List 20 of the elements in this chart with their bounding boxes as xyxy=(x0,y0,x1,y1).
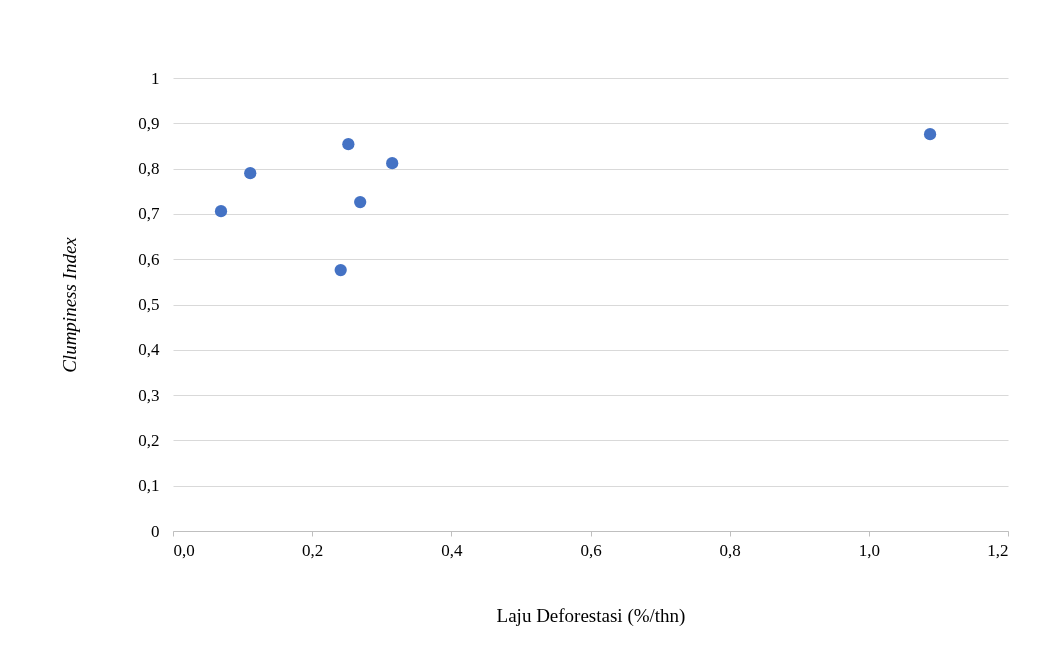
y-tick-label: 0,5 xyxy=(138,295,160,314)
x-tick-label: 0,2 xyxy=(302,540,324,560)
y-tick-label: 0,2 xyxy=(138,430,160,450)
y-tick-label: 0,4 xyxy=(138,340,160,360)
x-tick-label: 1,2 xyxy=(987,540,1009,560)
y-tick-label: 0,7 xyxy=(138,204,160,224)
x-tick-label: 0,6 xyxy=(580,540,602,560)
x-tick-label: 0,4 xyxy=(441,540,463,560)
y-tick-label: 1 xyxy=(151,68,160,88)
x-axis-title: Laju Deforestasi (%/thn) xyxy=(496,604,686,627)
x-tick-label: 1,0 xyxy=(858,540,880,560)
y-tick-label: 0,9 xyxy=(138,113,160,133)
y-tick-label: 0 xyxy=(151,521,160,541)
y-tick-label: 0,6 xyxy=(138,249,160,269)
x-tick-label: 0,0 xyxy=(173,540,195,560)
x-tick-label: 0,8 xyxy=(719,540,741,560)
y-tick-label: 0,1 xyxy=(138,476,160,496)
y-tick-label: 0,3 xyxy=(138,385,160,405)
y-tick-label: 0,8 xyxy=(138,159,160,179)
y-axis-title: Clumpiness Index xyxy=(59,236,81,373)
